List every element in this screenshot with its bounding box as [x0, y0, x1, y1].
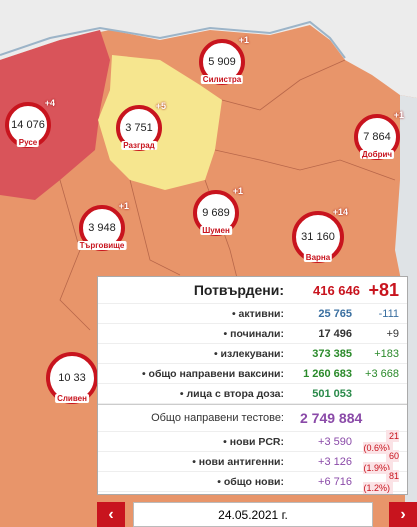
label: • починали: [223, 327, 284, 340]
value: 2 749 884 [300, 410, 363, 426]
confirmed-row: Потвърдени: 416 646 +81 [98, 277, 407, 304]
region-value: 3 948 [88, 222, 116, 234]
value: 25 765 [318, 307, 352, 320]
region-name: Разград [121, 141, 157, 150]
next-day[interactable]: › [389, 502, 417, 527]
label: • общо направени ваксини: [141, 367, 284, 380]
positive-wrap: 60 (1.9%) [356, 449, 407, 474]
region-delta: +1 [238, 35, 249, 45]
region-delta: +4 [44, 98, 55, 108]
delta: -111 [378, 307, 399, 320]
region-value: 5 909 [208, 56, 236, 68]
label: • активни: [231, 307, 284, 320]
test-row: • общо нови: +6 716 81 (1.2%) [98, 469, 407, 494]
delta: +9 [386, 327, 399, 340]
label: Потвърдени: [193, 282, 284, 298]
region-name: Добрич [359, 150, 395, 159]
positive-wrap: 81 (1.2%) [356, 469, 407, 494]
value: +3 126 [318, 455, 352, 468]
region-marker[interactable]: 3 948 Търговище +1 [77, 201, 129, 251]
positive: 81 (1.2%) [363, 469, 399, 494]
date-bar: ‹ 24.05.2021 г. › [97, 502, 417, 527]
region-value: 10 33 [58, 372, 86, 384]
region-delta: +1 [232, 186, 243, 196]
label: • нови PCR: [223, 435, 284, 448]
region-delta: +1 [118, 201, 129, 211]
label: • излекувани: [213, 347, 284, 360]
region-name: Варна [303, 253, 333, 262]
region-name: Сливен [55, 394, 89, 403]
value: +3 590 [318, 435, 352, 448]
test-row: • нови антигенни: +3 126 60 (1.9%) [98, 449, 407, 474]
value: 373 385 [312, 347, 352, 360]
stat-row: • лица с втора доза: 501 053 [98, 384, 407, 404]
stats-panel: Потвърдени: 416 646 +81 • активни: 25 765 -11… [97, 276, 408, 495]
region-delta: +14 [332, 207, 348, 217]
value: +6 716 [318, 475, 352, 488]
region-name: Силистра [200, 75, 244, 84]
delta: +81 [368, 279, 399, 300]
label: Общо направени тестове: [151, 412, 284, 424]
delta: +183 [374, 347, 399, 360]
region-marker[interactable]: 3 751 Разград +5 [116, 101, 166, 151]
tests-row: Общо направени тестове: 2 749 884 [98, 404, 407, 432]
region-marker[interactable]: 31 160 Варна +14 [292, 207, 348, 263]
label: • нови антигенни: [192, 455, 284, 468]
test-row: • нови PCR: +3 590 21 (0.6%) [98, 429, 407, 454]
prev-day[interactable]: ‹ [97, 502, 125, 527]
region-marker[interactable]: 10 33 Сливен [46, 352, 98, 404]
region-value: 14 076 [11, 119, 45, 131]
region-value: 3 751 [125, 122, 153, 134]
region-marker[interactable]: 14 076 Русе +4 [5, 98, 55, 148]
region-value: 9 689 [202, 207, 230, 219]
region-name: Шумен [200, 226, 232, 235]
stat-row: • починали: 17 496 +9 [98, 324, 407, 344]
value: 17 496 [318, 327, 352, 340]
region-value: 7 864 [363, 131, 391, 143]
label: • общо нови: [217, 475, 284, 488]
delta: +3 668 [365, 367, 399, 380]
region-value: 31 160 [301, 231, 335, 243]
value: 416 646 [313, 282, 360, 298]
region-marker[interactable]: 9 689 Шумен +1 [193, 186, 243, 236]
stat-row: • излекувани: 373 385 +183 [98, 344, 407, 364]
value: 501 053 [312, 387, 352, 400]
label: • лица с втора доза: [179, 387, 284, 400]
date: 24.05.2021 г. [133, 502, 373, 527]
stat-row: • общо направени ваксини: 1 260 683 +3 668 [98, 364, 407, 384]
region-name: Търговище [77, 241, 127, 250]
region-name: Русе [16, 138, 40, 147]
value: 1 260 683 [303, 367, 352, 380]
region-delta: +5 [155, 101, 166, 111]
stat-row: • активни: 25 765 -111 [98, 304, 407, 324]
region-marker[interactable]: 5 909 Силистра +1 [199, 35, 249, 85]
region-marker[interactable]: 7 864 Добрич +1 [354, 110, 404, 160]
region-delta: +1 [393, 110, 404, 120]
